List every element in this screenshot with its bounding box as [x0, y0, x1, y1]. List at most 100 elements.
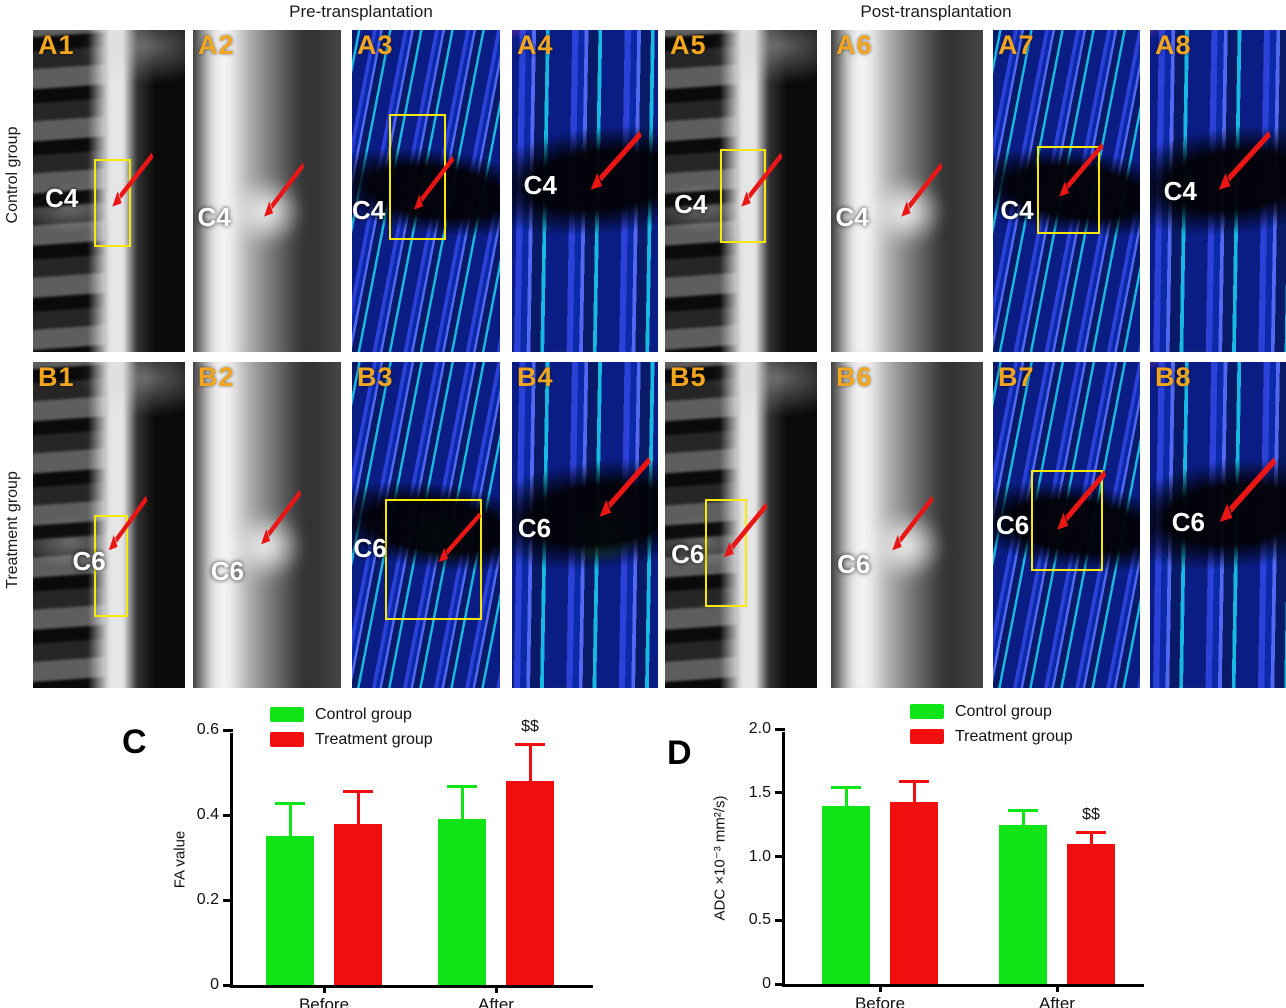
error-bar-cap — [1076, 831, 1106, 834]
y-axis-tick — [775, 918, 785, 922]
panel-A6: A6 C4 — [831, 30, 983, 352]
chart-fa-value: C FA value Control group Treatment group … — [120, 700, 620, 1008]
mri-image — [193, 362, 341, 688]
panel-label: A2 — [198, 30, 235, 60]
y-axis-tick-label: 0.4 — [196, 806, 219, 823]
error-bar-line — [1021, 809, 1025, 827]
error-bar-line — [356, 789, 360, 826]
y-axis-tick-label: 1.5 — [748, 783, 771, 801]
panel-label: B2 — [198, 362, 235, 392]
error-bar-cap — [447, 785, 477, 789]
panel-B1: B1 C6 — [33, 362, 185, 688]
panel-label: B8 — [1155, 362, 1192, 392]
y-axis-tick — [223, 728, 233, 732]
vertebra-label: C6 — [837, 549, 871, 580]
roi-box — [384, 498, 482, 621]
roi-box — [93, 515, 129, 618]
legend-label: Control group — [955, 702, 1052, 720]
bar-after-control — [999, 824, 1047, 984]
panel-label: A1 — [38, 30, 75, 60]
chart-legend: Control group Treatment group — [910, 702, 1073, 754]
bar-after-treatment — [506, 781, 554, 985]
mri-image — [665, 362, 817, 688]
arrow-icon — [901, 162, 943, 217]
arrow-icon — [261, 489, 302, 545]
panel-A8: A8 C4 — [1150, 30, 1286, 352]
x-axis-category-label: Before — [298, 995, 350, 1008]
error-bar-cap — [515, 742, 545, 746]
panel-label: B6 — [836, 362, 873, 392]
y-axis-tick-label: 0 — [762, 975, 771, 992]
roi-box — [1037, 145, 1100, 234]
chart-plot: 0 0.2 0.4 0.6 Before After $$ — [197, 718, 593, 1008]
bar-before-treatment — [890, 801, 938, 984]
panel-label: A4 — [517, 30, 554, 60]
arrow-icon — [599, 457, 651, 517]
arrow-icon — [590, 130, 642, 190]
arrow-icon — [264, 162, 305, 217]
error-bar-line — [460, 785, 464, 822]
panel-A2: A2 C4 — [193, 30, 341, 352]
mri-image — [33, 30, 185, 352]
roi-box — [719, 149, 767, 244]
error-bar-cap — [1008, 809, 1038, 813]
arrow-icon — [1058, 142, 1104, 198]
arrow-icon — [891, 495, 934, 551]
error-bar-line — [288, 802, 292, 839]
mri-image — [665, 30, 817, 352]
y-axis-tick-label: 1.0 — [748, 847, 771, 865]
panel-label: A6 — [836, 30, 873, 60]
vertebra-label: C4 — [1163, 176, 1197, 207]
row-label-control-group: Control group — [4, 126, 21, 224]
legend-item: Treatment group — [270, 730, 433, 748]
error-bar-cap — [831, 786, 861, 790]
legend-item: Treatment group — [910, 728, 1073, 745]
chart-plot: 0 0.5 1.0 1.5 2.0 Before After $$ — [749, 720, 1144, 1008]
vertebra-label: C6 — [353, 532, 387, 563]
arrow-icon — [112, 152, 154, 207]
x-axis-tick — [322, 985, 326, 993]
x-axis-category-label: After — [1039, 994, 1075, 1008]
vertebra-label: C4 — [1000, 195, 1034, 226]
panel-B5: B5 C6 — [665, 362, 817, 688]
error-bar-line — [844, 786, 848, 808]
panel-label: A3 — [357, 30, 394, 60]
vertebra-label: C6 — [72, 545, 106, 576]
arrow-icon — [1219, 457, 1277, 523]
roi-box — [1031, 469, 1103, 572]
bar-after-control — [438, 819, 486, 985]
legend-swatch — [910, 729, 944, 744]
legend-label: Control group — [315, 705, 412, 723]
bar-before-control — [266, 836, 314, 985]
arrow-icon — [1057, 470, 1107, 531]
y-axis-label: FA value — [171, 830, 189, 888]
vertebra-label: C4 — [352, 195, 386, 226]
significance-annotation: $$ — [521, 717, 539, 735]
mri-image — [831, 30, 983, 352]
header-pre-transplantation: Pre-transplantation — [289, 2, 433, 21]
x-axis-tick — [1055, 984, 1059, 992]
vertebra-label: C6 — [671, 539, 705, 570]
y-axis-tick — [775, 982, 785, 986]
header-post-transplantation: Post-transplantation — [860, 2, 1012, 21]
panel-label: B5 — [670, 362, 707, 392]
panel-label: B3 — [357, 362, 394, 392]
roi-box — [389, 113, 447, 241]
bar-before-control — [822, 805, 870, 984]
y-axis-tick — [223, 813, 233, 817]
vertebra-label: C4 — [45, 182, 79, 213]
y-axis-tick — [223, 983, 233, 987]
vertebra-label: C6 — [517, 513, 552, 544]
error-bar-line — [528, 742, 532, 783]
roi-box — [704, 498, 747, 608]
chart-panel-letter: D — [667, 734, 692, 772]
arrow-icon — [723, 502, 768, 558]
x-axis-tick — [878, 984, 882, 992]
vertebra-label: C4 — [674, 189, 708, 219]
arrow-icon — [1218, 130, 1271, 190]
legend-item: Control group — [270, 705, 433, 723]
legend-label: Treatment group — [315, 730, 433, 748]
error-bar-cap — [899, 780, 929, 783]
y-axis-tick — [775, 727, 785, 731]
